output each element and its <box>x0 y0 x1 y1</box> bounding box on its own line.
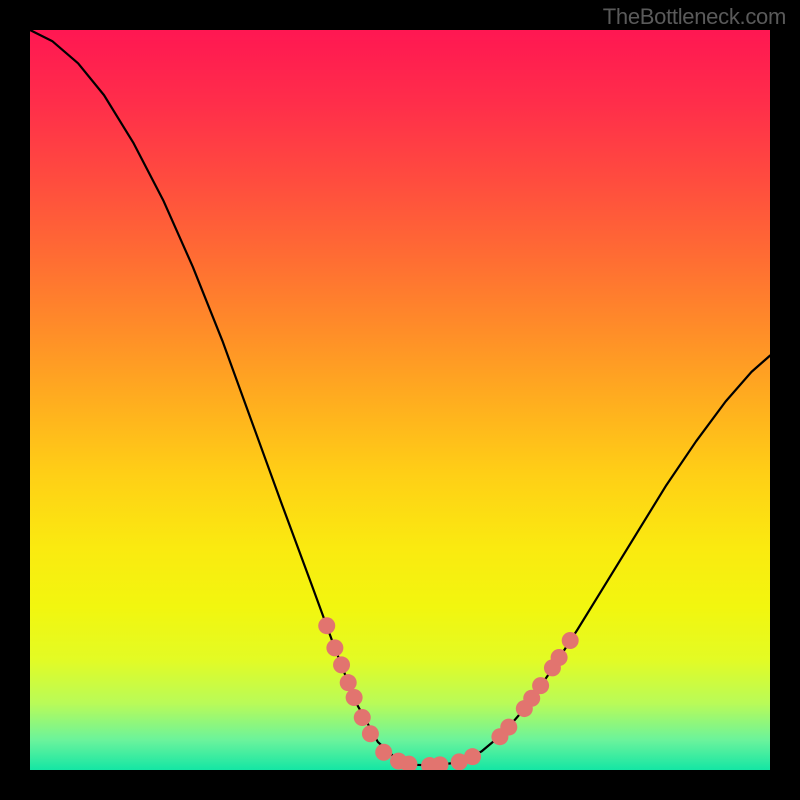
data-marker <box>340 674 357 691</box>
data-marker <box>326 639 343 656</box>
data-marker <box>346 689 363 706</box>
data-marker <box>464 748 481 765</box>
data-marker <box>333 656 350 673</box>
chart-container <box>30 30 770 770</box>
data-marker <box>551 649 568 666</box>
chart-background <box>30 30 770 770</box>
watermark-text: TheBottleneck.com <box>603 4 786 30</box>
data-marker <box>500 719 517 736</box>
data-marker <box>532 677 549 694</box>
data-marker <box>318 617 335 634</box>
data-marker <box>354 709 371 726</box>
data-marker <box>562 632 579 649</box>
bottleneck-chart <box>30 30 770 770</box>
data-marker <box>362 725 379 742</box>
data-marker <box>375 744 392 761</box>
